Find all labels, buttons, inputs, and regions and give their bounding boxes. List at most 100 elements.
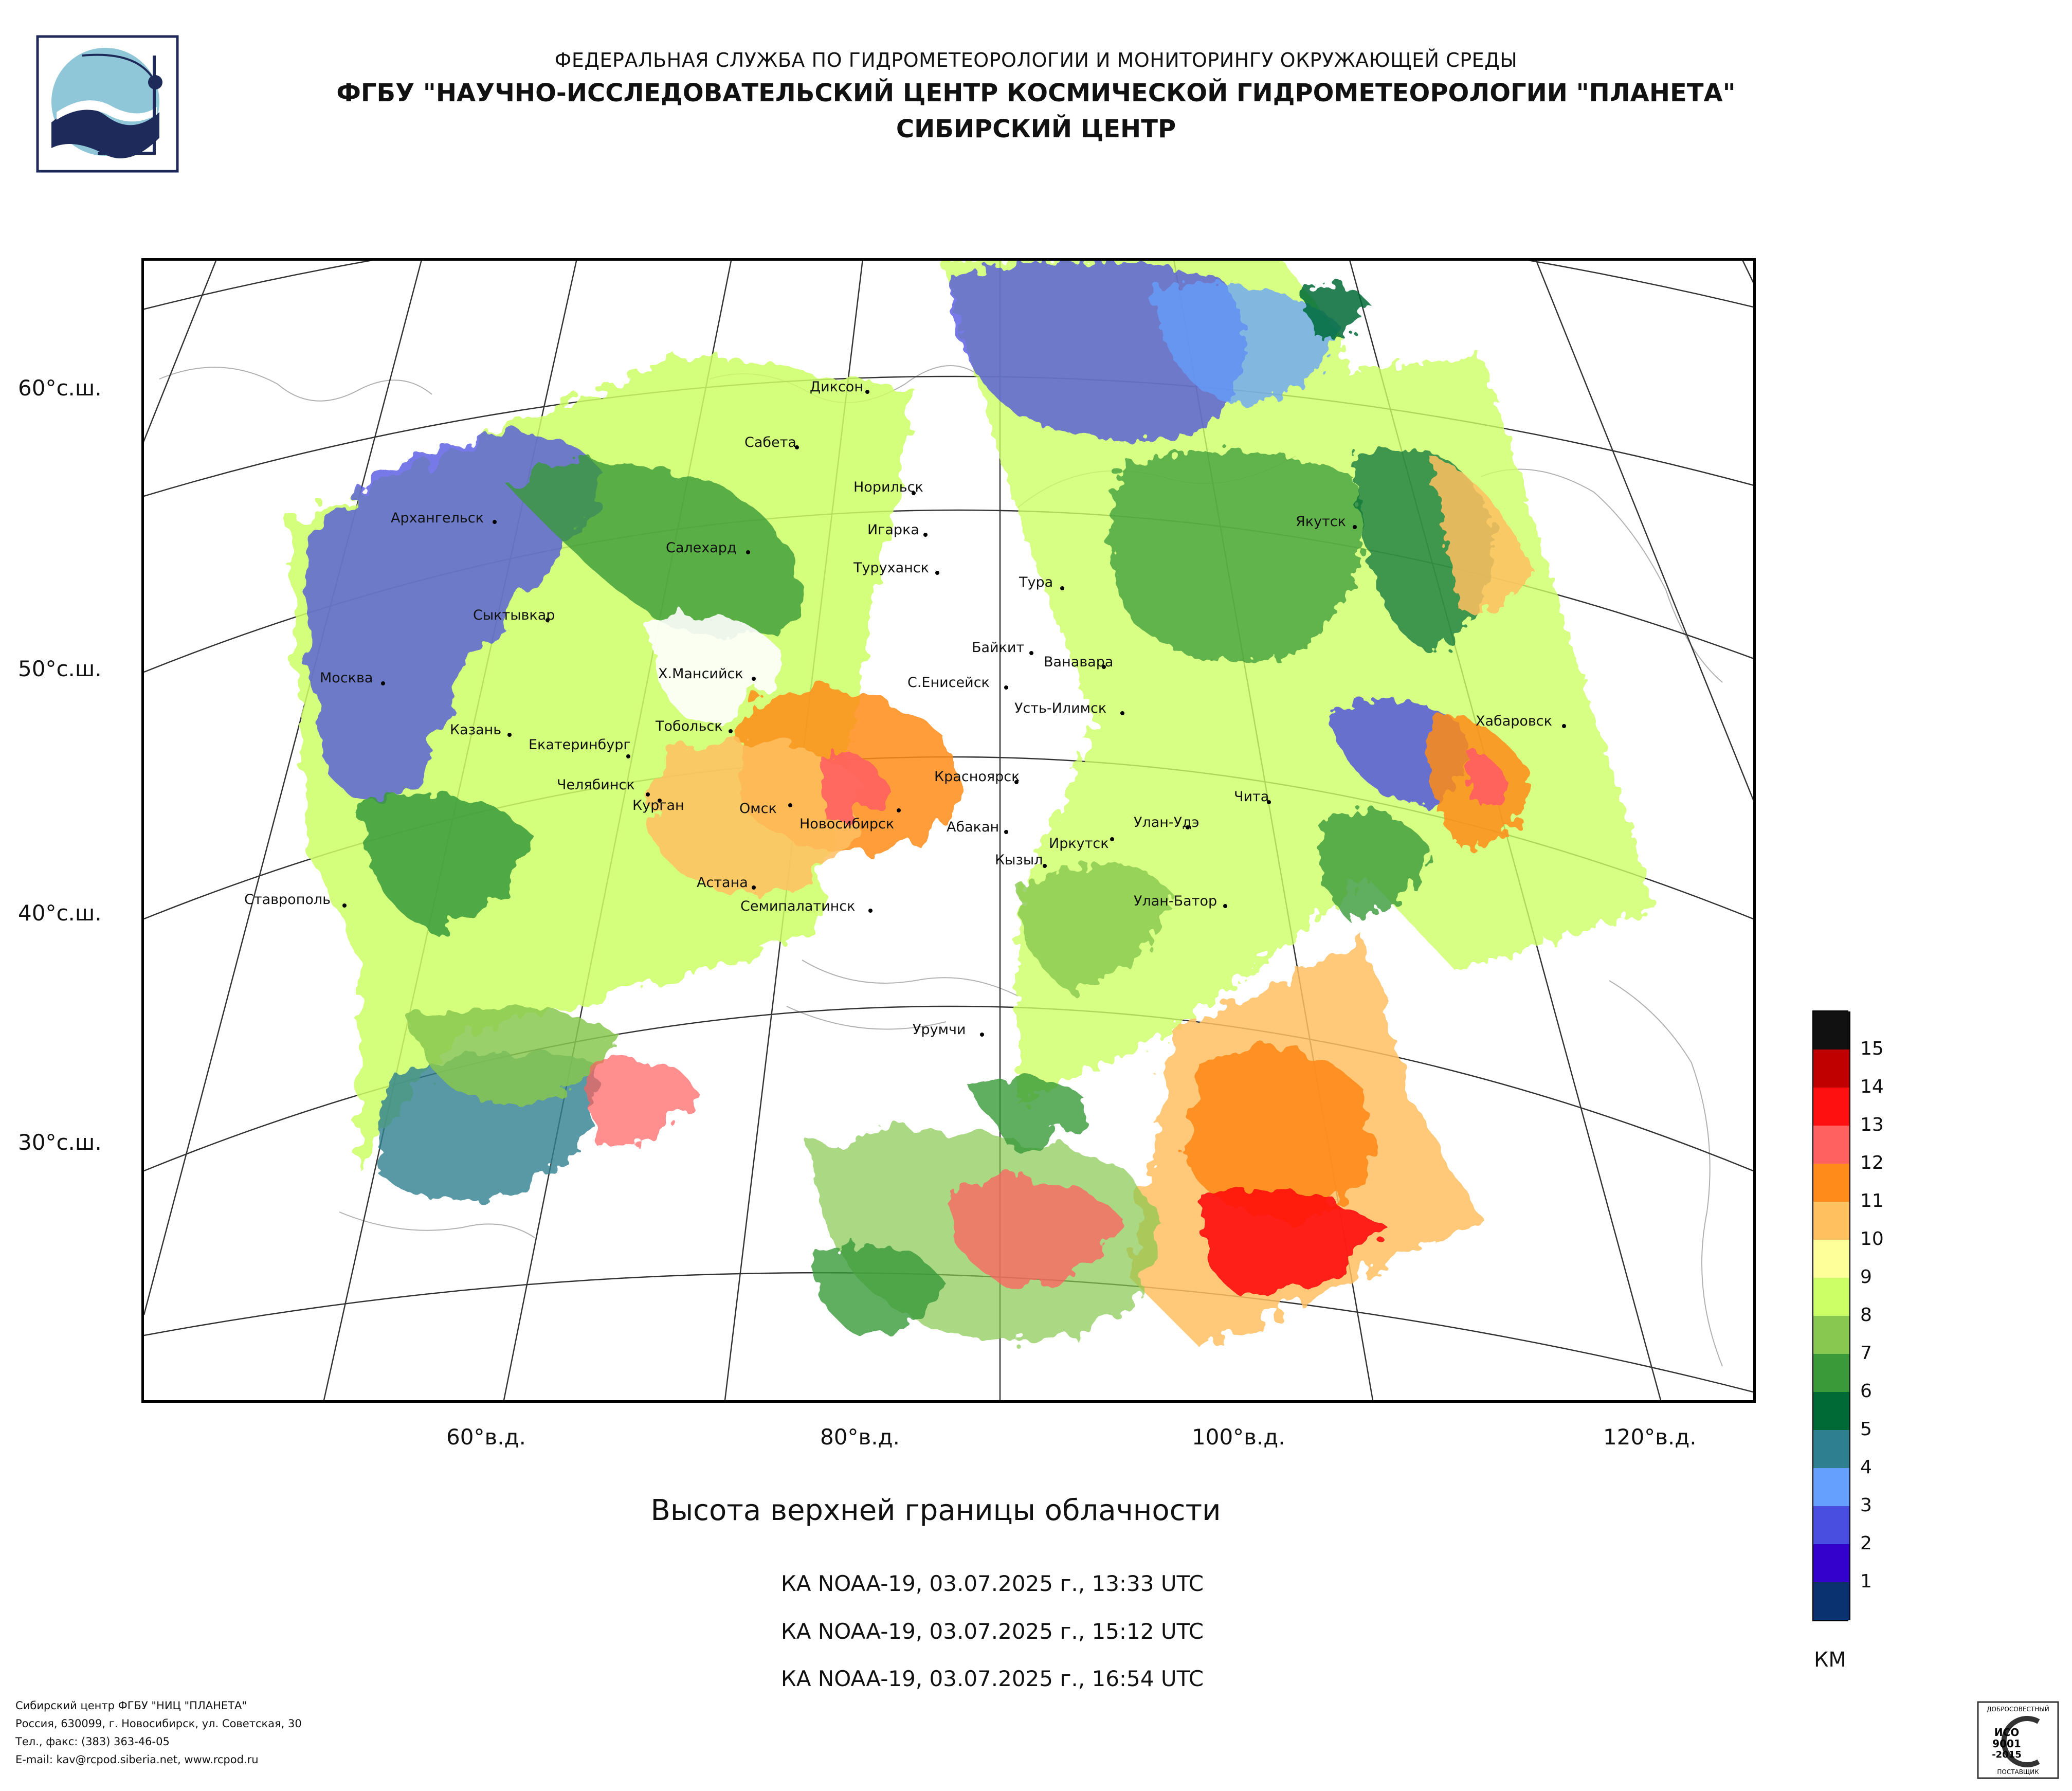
- lon-label-80: 80°в.д.: [820, 1424, 900, 1450]
- city-label: Усть-Илимск: [1014, 700, 1107, 716]
- legend-level-label: 15: [1860, 1038, 1884, 1059]
- legend-level-label: 5: [1860, 1419, 1872, 1440]
- height-legend: [1812, 1010, 1850, 1621]
- badge-top: ДОБРОСОВЕСТНЫЙ: [1987, 1705, 2049, 1713]
- city-label: Москва: [320, 670, 373, 686]
- city-label: Байкит: [972, 640, 1025, 656]
- city-label: Норильск: [853, 479, 923, 495]
- legend-level-label: 1: [1860, 1571, 1872, 1592]
- institute-title: ФГБУ "НАУЧНО-ИССЛЕДОВАТЕЛЬСКИЙ ЦЕНТР КОС…: [336, 79, 1736, 107]
- legend-level-label: 2: [1860, 1533, 1872, 1554]
- legend-swatch: [1812, 1240, 1850, 1278]
- city-label: Челябинск: [557, 777, 635, 793]
- lat-label-60: 60°с.ш.: [18, 375, 102, 401]
- badge-line2: 9001: [1992, 1738, 2021, 1750]
- legend-level-label: 13: [1860, 1114, 1884, 1135]
- map-title: Высота верхней границы облачности: [650, 1494, 1221, 1527]
- city-label: С.Енисейск: [907, 675, 990, 691]
- cloud-swaths: [288, 261, 1656, 1351]
- legend-unit: КМ: [1814, 1648, 1846, 1672]
- city-label: Новосибирск: [799, 816, 895, 832]
- legend-swatch: [1812, 1316, 1850, 1354]
- city-label: Ванавара: [1044, 654, 1114, 670]
- city-label: Казань: [450, 722, 502, 738]
- city-label: Абакан: [947, 819, 999, 835]
- badge-line1: ИСО: [1994, 1726, 2019, 1739]
- legend-level-label: 4: [1860, 1457, 1872, 1478]
- legend-swatch: [1812, 1278, 1850, 1316]
- footer-address: Россия, 630099, г. Новосибирск, ул. Сове…: [15, 1717, 302, 1730]
- city-label: Астана: [697, 875, 748, 891]
- city-label: Сабета: [744, 435, 796, 450]
- legend-swatch: [1812, 1430, 1850, 1468]
- satellite-pass: КА NOAA-19, 03.07.2025 г., 13:33 UTC: [780, 1571, 1204, 1596]
- city-label: Омск: [739, 801, 777, 817]
- city-label: Ставрополь: [244, 892, 331, 908]
- page-header: ФЕДЕРАЛЬНАЯ СЛУЖБА ПО ГИДРОМЕТЕОРОЛОГИИ …: [0, 49, 2072, 143]
- legend-swatch: [1812, 1050, 1850, 1088]
- legend-swatch: [1812, 1126, 1850, 1164]
- legend-level-label: 8: [1860, 1305, 1872, 1326]
- lat-label-40: 40°с.ш.: [18, 900, 102, 926]
- legend-level-label: 3: [1860, 1495, 1872, 1516]
- legend-level-label: 9: [1860, 1267, 1872, 1288]
- legend-swatch: [1812, 1354, 1850, 1392]
- legend-level-label: 14: [1860, 1076, 1884, 1097]
- legend-swatch: [1812, 1468, 1850, 1506]
- legend-swatch: [1812, 1544, 1850, 1582]
- legend-level-label: 11: [1860, 1190, 1884, 1211]
- legend-swatch: [1812, 1506, 1850, 1544]
- footer-phone: Тел., факс: (383) 363-46-05: [15, 1735, 170, 1748]
- legend-level-label: 7: [1860, 1343, 1872, 1364]
- badge-bottom: ПОСТАВЩИК: [1997, 1768, 2039, 1776]
- city-label: Туруханск: [853, 560, 929, 576]
- lat-label-50: 50°с.ш.: [18, 656, 102, 681]
- agency-title: ФЕДЕРАЛЬНАЯ СЛУЖБА ПО ГИДРОМЕТЕОРОЛОГИИ …: [554, 49, 1518, 71]
- satellite-pass: КА NOAA-19, 03.07.2025 г., 16:54 UTC: [780, 1666, 1204, 1691]
- city-label: Тура: [1019, 574, 1053, 590]
- iso-certification-badge: ДОБРОСОВЕСТНЫЙ ИСО 9001 -2015 ПОСТАВЩИК: [1977, 1701, 2059, 1779]
- city-label: Курган: [632, 798, 684, 813]
- legend-swatch: [1812, 1164, 1850, 1202]
- city-label: Семипалатинск: [740, 898, 856, 914]
- city-label: Чита: [1234, 789, 1269, 805]
- center-title: СИБИРСКИЙ ЦЕНТР: [896, 115, 1176, 143]
- legend-swatch: [1812, 1582, 1850, 1620]
- footer-org: Сибирский центр ФГБУ "НИЦ "ПЛАНЕТА": [15, 1699, 247, 1712]
- city-label: Тобольск: [656, 718, 723, 734]
- city-label: Якутск: [1296, 514, 1346, 530]
- legend-level-label: 10: [1860, 1228, 1884, 1250]
- footer-email: E-mail: kav@rcpod.siberia.net, www.rcpod…: [15, 1753, 259, 1766]
- city-label: Екатеринбург: [529, 737, 631, 753]
- city-label: Урумчи: [913, 1022, 966, 1038]
- lon-label-60: 60°в.д.: [446, 1424, 526, 1450]
- map-canvas: [144, 261, 1753, 1400]
- satellite-pass: КА NOAA-19, 03.07.2025 г., 15:12 UTC: [780, 1619, 1204, 1644]
- legend-swatch: [1812, 1088, 1850, 1126]
- legend-swatch: [1812, 1011, 1850, 1050]
- legend-level-label: 12: [1860, 1152, 1884, 1173]
- city-label: Иркутск: [1049, 836, 1109, 852]
- legend-swatch: [1812, 1392, 1850, 1430]
- city-label: Диксон: [810, 379, 863, 395]
- lon-label-100: 100°в.д.: [1192, 1424, 1285, 1450]
- legend-swatch: [1812, 1202, 1850, 1240]
- footer-contacts: Сибирский центр ФГБУ "НИЦ "ПЛАНЕТА" Росс…: [15, 1697, 302, 1769]
- city-label: Улан-Удэ: [1134, 815, 1199, 830]
- lat-label-30: 30°с.ш.: [18, 1130, 102, 1155]
- city-label: Архангельск: [391, 510, 484, 526]
- planeta-logo: [36, 35, 179, 173]
- city-label: Салехард: [666, 540, 737, 556]
- city-label: Хабаровск: [1476, 713, 1552, 729]
- lon-label-120: 120°в.д.: [1603, 1424, 1697, 1450]
- badge-line3: -2015: [1992, 1749, 2022, 1760]
- city-label: Сыктывкар: [473, 607, 555, 623]
- city-label: Кызыл: [995, 852, 1043, 868]
- cloud-top-height-map: Диксон Сабета Норильск Игарка Туруханск …: [141, 258, 1756, 1403]
- city-label: Игарка: [867, 522, 919, 538]
- legend-level-label: 6: [1860, 1381, 1872, 1402]
- city-markers: [342, 390, 1566, 1037]
- city-label: Улан-Батор: [1134, 893, 1217, 909]
- city-label: Х.Мансийск: [658, 666, 743, 682]
- city-label: Красноярск: [934, 769, 1020, 785]
